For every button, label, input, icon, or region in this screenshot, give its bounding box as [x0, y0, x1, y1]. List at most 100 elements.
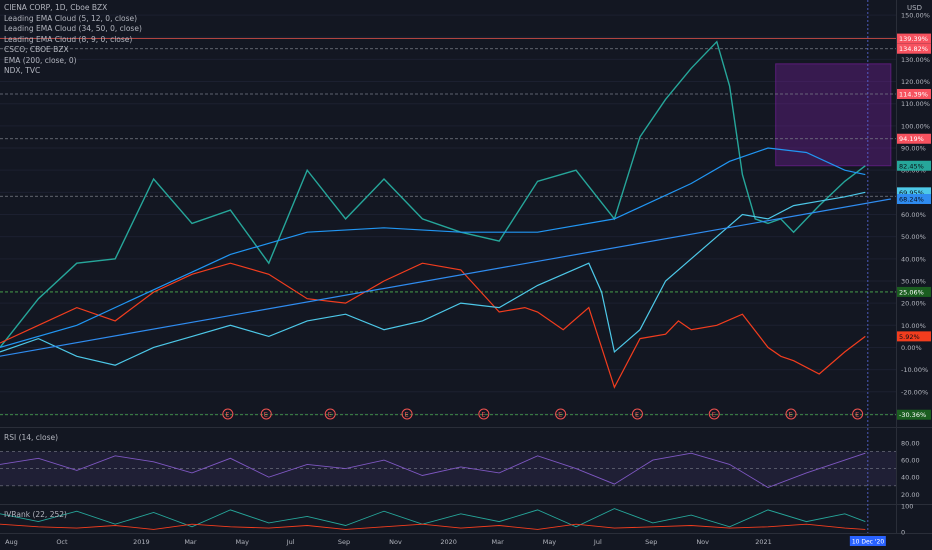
x-tick-label: Oct — [56, 538, 68, 546]
x-tick-label: 2020 — [440, 538, 457, 546]
earnings-marker — [260, 408, 272, 420]
legend-ema-200: EMA (200, close, 0) — [4, 55, 77, 65]
ciena-price-line — [0, 40, 866, 348]
x-tick-label: May — [236, 538, 250, 546]
cursor-date-bg — [849, 536, 886, 546]
price-label-text: -30.36% — [899, 411, 926, 419]
x-tick-label: Mar — [184, 538, 197, 546]
price-label-text: 139.39% — [899, 35, 928, 43]
legend-symbol: CIENA CORP, 1D, Cboe BZX — [4, 3, 108, 12]
earnings-marker-label: E — [789, 411, 793, 419]
ema200-line — [0, 147, 866, 348]
cursor-date-badge: 10 Dec '20 — [849, 536, 886, 546]
y-tick-label: 60.00% — [901, 211, 926, 219]
legend-csco: CSCO, CBOE BZX — [4, 45, 69, 54]
earnings-marker — [401, 408, 413, 420]
level-price-label: 134.82% — [897, 43, 931, 54]
earnings-marker — [631, 408, 643, 420]
x-tick-label: Sep — [338, 538, 350, 546]
trendline — [0, 198, 892, 357]
level-price-label: 139.39% — [897, 33, 931, 44]
level-price-label: 94.19% — [897, 133, 931, 144]
earnings-marker — [324, 408, 336, 420]
price-label-text: 25.06% — [899, 288, 924, 296]
y-tick-label: 110.00% — [901, 100, 930, 108]
csco-line — [0, 262, 866, 389]
price-label-bg — [897, 331, 931, 342]
y-tick-label: 40.00% — [901, 255, 926, 263]
series-last-label: 69.95% — [897, 187, 931, 198]
earnings-marker-label: E — [405, 411, 409, 419]
y-tick-label: 10.00% — [901, 322, 926, 330]
cursor-date-text: 10 Dec '20 — [852, 539, 885, 546]
earnings-marker — [785, 408, 797, 420]
rsi-tick-label: 60.00 — [901, 457, 920, 465]
earnings-marker-label: E — [264, 411, 268, 419]
x-tick-label: Nov — [696, 538, 709, 546]
rsi-line — [0, 452, 866, 488]
x-tick-label: Mar — [492, 538, 505, 546]
price-label-bg — [897, 160, 931, 171]
x-tick-label: Aug — [5, 538, 18, 546]
price-label-text: 68.24% — [899, 195, 924, 203]
y-tick-label: 120.00% — [901, 78, 930, 86]
price-label-text: 114.39% — [899, 90, 928, 98]
y-tick-label: -20.00% — [901, 388, 928, 396]
rsi-tick-label: 40.00 — [901, 474, 920, 482]
earnings-marker-label: E — [225, 411, 229, 419]
price-label-bg — [897, 193, 931, 204]
earnings-marker — [708, 408, 720, 420]
y-tick-label: -10.00% — [901, 366, 928, 374]
level-price-label: 25.06% — [897, 286, 931, 297]
x-tick-label: May — [543, 538, 557, 546]
ivrank-tick-label: 0 — [901, 529, 905, 537]
y-tick-label: 50.00% — [901, 233, 926, 241]
series-last-label: 68.24% — [897, 193, 931, 204]
earnings-marker-label: E — [328, 411, 332, 419]
earnings-marker-label: E — [558, 411, 562, 419]
legend-ndx: NDX, TVC — [4, 66, 41, 75]
series-last-label: 5.92% — [897, 331, 931, 342]
earnings-marker-label: E — [481, 411, 485, 419]
earnings-marker-label: E — [712, 411, 716, 419]
rsi-tick-label: 20.00 — [901, 491, 920, 499]
y-tick-label: 90.00% — [901, 145, 926, 153]
earnings-marker — [222, 408, 234, 420]
y-tick-label: 0.00% — [901, 344, 922, 352]
price-label-text: 82.45% — [899, 162, 924, 170]
price-label-bg — [897, 43, 931, 54]
price-label-bg — [897, 286, 931, 297]
currency-label: USD — [907, 4, 922, 12]
price-label-text: 134.82% — [899, 45, 928, 53]
price-label-text: 94.19% — [899, 135, 924, 143]
x-tick-label: Nov — [389, 538, 402, 546]
earnings-marker — [478, 408, 490, 420]
legend-ema-cloud-34-50: Leading EMA Cloud (34, 50, 0, close) — [4, 24, 142, 33]
earnings-marker-label: E — [635, 411, 639, 419]
x-tick-label: 2019 — [133, 538, 150, 546]
ivrank-line-red — [0, 523, 866, 530]
price-label-text: 5.92% — [899, 333, 920, 341]
legend-ema-cloud-8-9: Leading EMA Cloud (8, 9, 0, close) — [4, 34, 133, 44]
y-tick-label: 30.00% — [901, 277, 926, 285]
ivrank-tick-label: 100 — [901, 503, 913, 511]
x-tick-label: Sep — [645, 538, 657, 546]
price-label-text: 69.95% — [899, 189, 924, 197]
ivrank-title: IVRank (22, 252) — [4, 510, 67, 519]
earnings-marker — [852, 408, 864, 420]
price-label-bg — [897, 187, 931, 198]
level-price-label: 114.39% — [897, 88, 931, 99]
ivrank-line-green — [0, 508, 866, 528]
level-price-label: -30.36% — [897, 409, 931, 420]
series-last-label: 82.45% — [897, 160, 931, 171]
y-tick-label: 100.00% — [901, 122, 930, 130]
rsi-tick-label: 80.00 — [901, 439, 920, 447]
x-tick-label: Jul — [593, 538, 602, 546]
chart-legend: CIENA CORP, 1D, Cboe BZX Leading EMA Clo… — [4, 3, 142, 77]
price-label-bg — [897, 33, 931, 44]
x-tick-label: Jul — [286, 538, 295, 546]
y-tick-label: 150.00% — [901, 12, 930, 20]
earnings-marker — [555, 408, 567, 420]
legend-ema-cloud-5-12: Leading EMA Cloud (5, 12, 0, close) — [4, 13, 138, 23]
